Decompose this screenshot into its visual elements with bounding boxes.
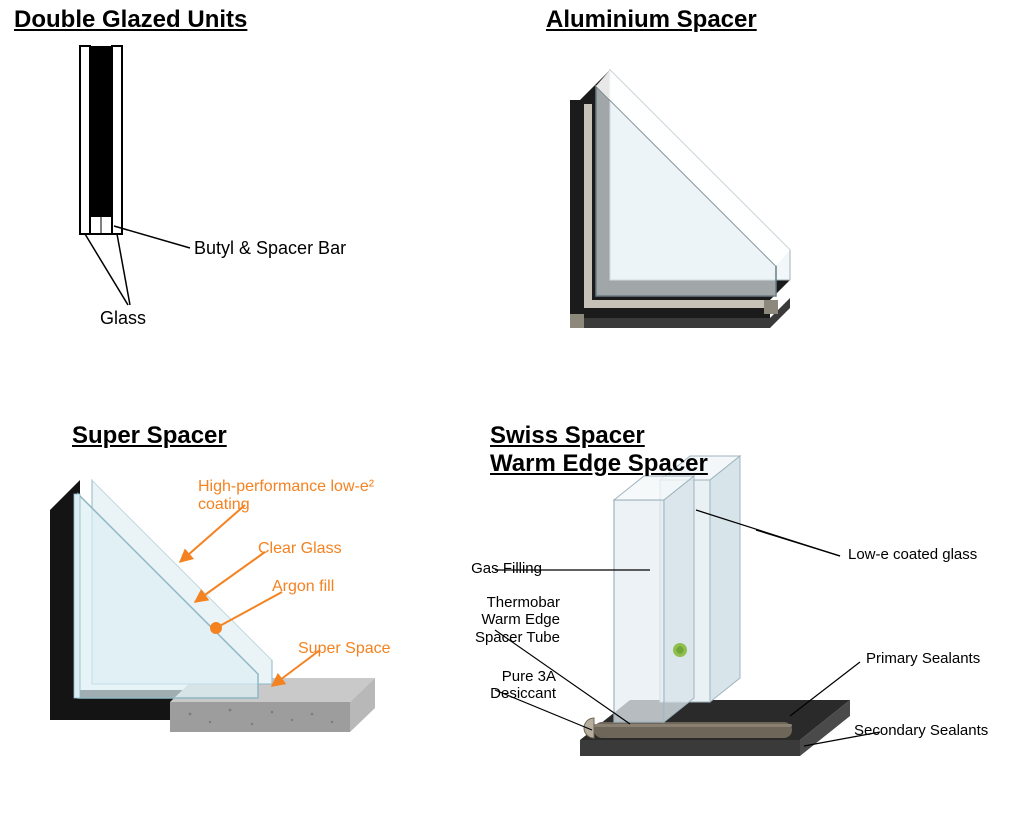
label-lowe-coating: High-performance low-e² coating [198, 478, 378, 515]
label-clear-glass: Clear Glass [258, 540, 342, 558]
page: Double Glazed Units Butyl & Spacer Bar G… [0, 0, 1014, 819]
double-glazed-title: Double Glazed Units [14, 6, 247, 34]
label-gas-filling: Gas Filling [452, 560, 542, 577]
label-primary-sealants: Primary Sealants [866, 650, 980, 667]
label-butyl-spacer: Butyl & Spacer Bar [194, 238, 346, 259]
super-spacer-title: Super Spacer [72, 422, 227, 450]
label-secondary-sealants: Secondary Sealants [854, 722, 988, 739]
aluminium-spacer-diagram [570, 70, 790, 328]
label-super-space: Super Space [298, 640, 391, 658]
aluminium-spacer-title: Aluminium Spacer [546, 6, 757, 34]
label-glass: Glass [100, 308, 146, 329]
swiss-spacer-title-line2: Warm Edge Spacer [490, 450, 708, 478]
label-thermobar: Thermobar Warm Edge Spacer Tube [450, 594, 560, 646]
label-lowe-glass: Low-e coated glass [848, 546, 977, 563]
double-glazed-diagram [80, 46, 190, 305]
swiss-spacer-title-line1: Swiss Spacer [490, 422, 645, 450]
label-argon-fill: Argon fill [272, 578, 334, 596]
label-desiccant: Pure 3A Desiccant [466, 668, 556, 703]
